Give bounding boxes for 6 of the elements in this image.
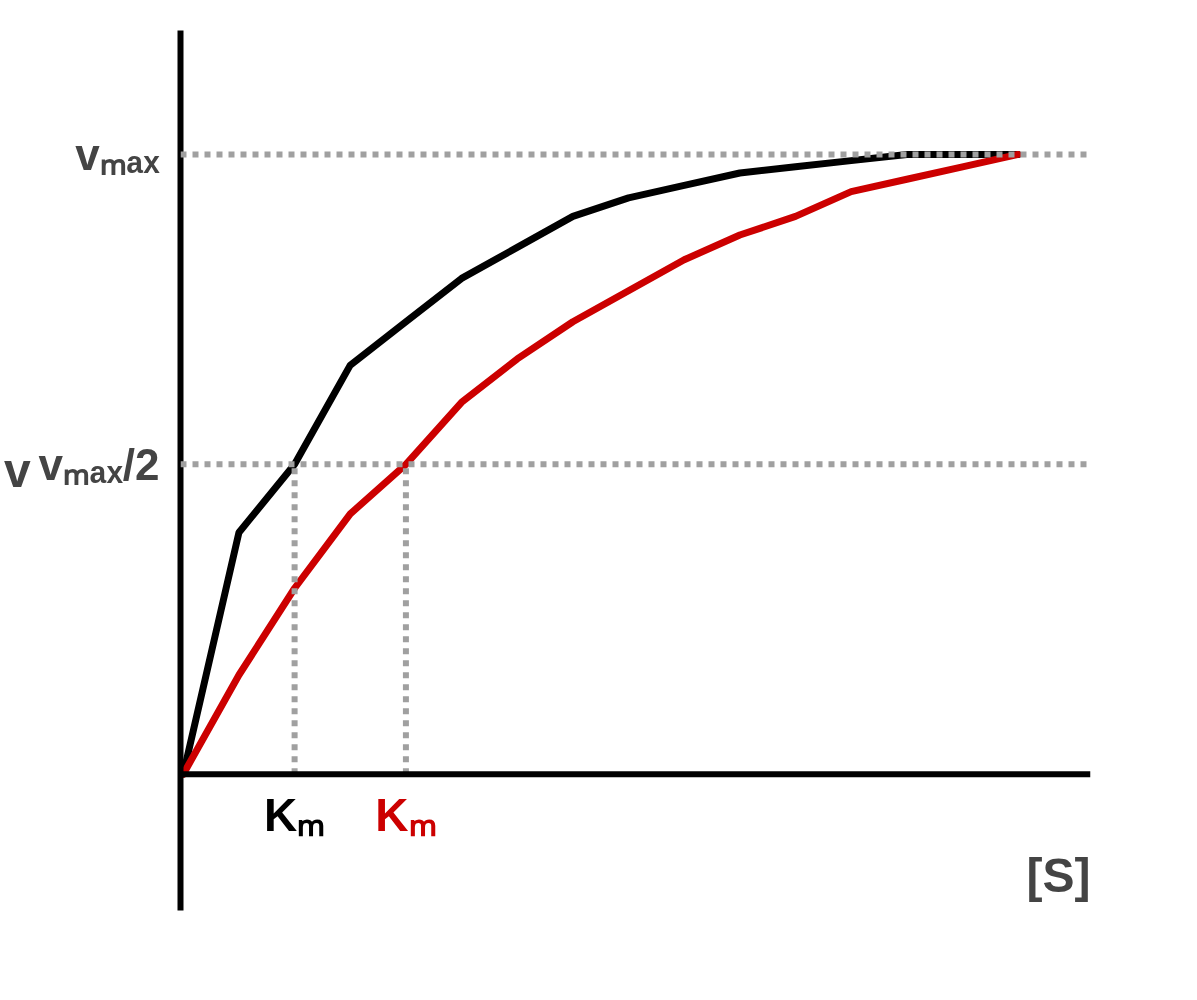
ref-line-label: vₘₐₓ [75,129,161,179]
text: Kₘ [375,789,437,842]
y-axis-title: v [3,444,31,497]
text: Kₘ [263,789,326,842]
x-axis-title: [S] [1026,849,1091,903]
ref-line-label: vₘₐₓ/2 [38,439,160,489]
